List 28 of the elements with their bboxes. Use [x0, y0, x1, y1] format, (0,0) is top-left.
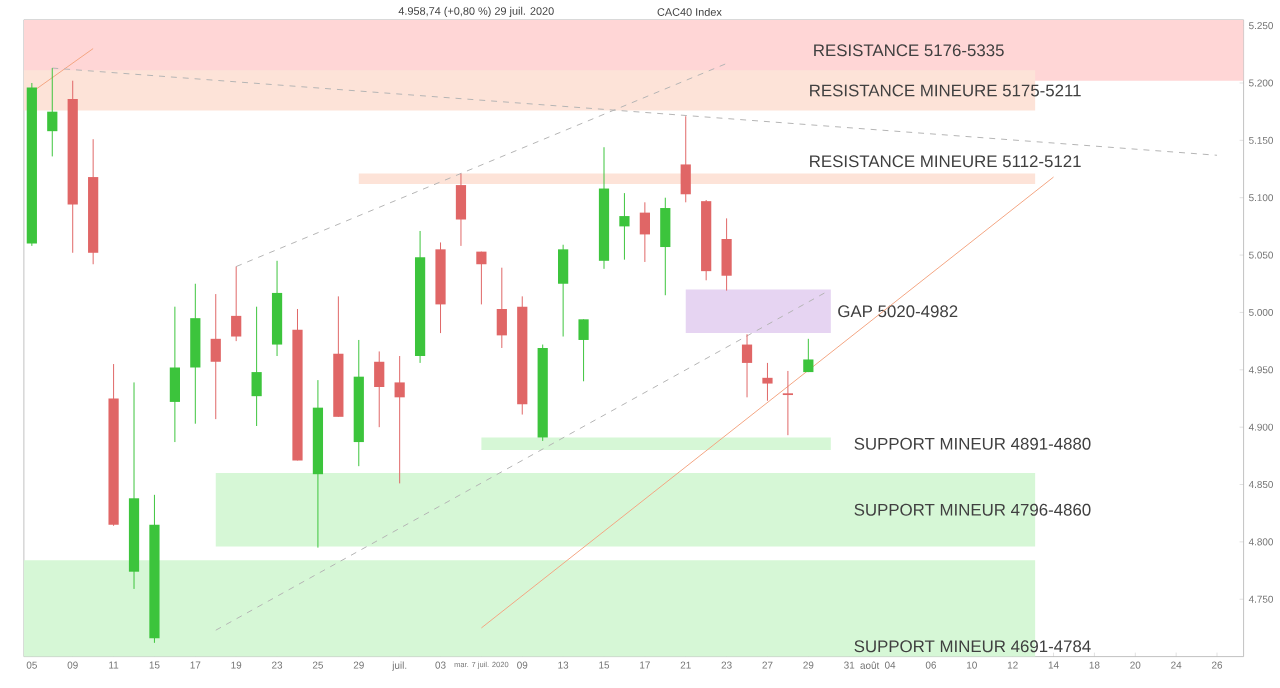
band-label: RESISTANCE MINEURE 5112-5121	[810, 155, 1081, 168]
band-label: SUPPORT MINEUR 4691-4784	[854, 640, 1091, 652]
candlestick	[476, 250, 487, 305]
candlestick	[231, 265, 242, 342]
candlestick	[680, 115, 691, 203]
candlestick	[374, 350, 385, 428]
candlestick	[619, 192, 630, 260]
candlestick	[558, 244, 569, 337]
band-label: RESISTANCE 5176-5335	[814, 44, 1004, 57]
candlestick	[782, 370, 794, 436]
candlestick	[496, 266, 507, 349]
candlestick	[721, 217, 732, 291]
candlestick	[251, 305, 262, 427]
candlestick	[47, 67, 58, 157]
band-label: SUPPORT MINEUR 4796-4860	[854, 503, 1091, 516]
candlestick	[455, 172, 467, 247]
band-label: SUPPORT MINEUR 4891-4880	[854, 437, 1091, 450]
candlestick	[803, 338, 814, 373]
candlestick	[578, 318, 589, 382]
candlestick	[169, 305, 180, 443]
band-label: RESISTANCE MINEURE 5175-5211	[810, 84, 1081, 97]
candlestick	[394, 355, 405, 484]
candlestick	[741, 333, 753, 398]
band-label: GAP 5020-4982	[838, 305, 958, 318]
candlestick	[210, 293, 221, 420]
candlestick	[762, 362, 773, 402]
candlestick	[660, 196, 671, 296]
candlestick	[639, 201, 650, 263]
